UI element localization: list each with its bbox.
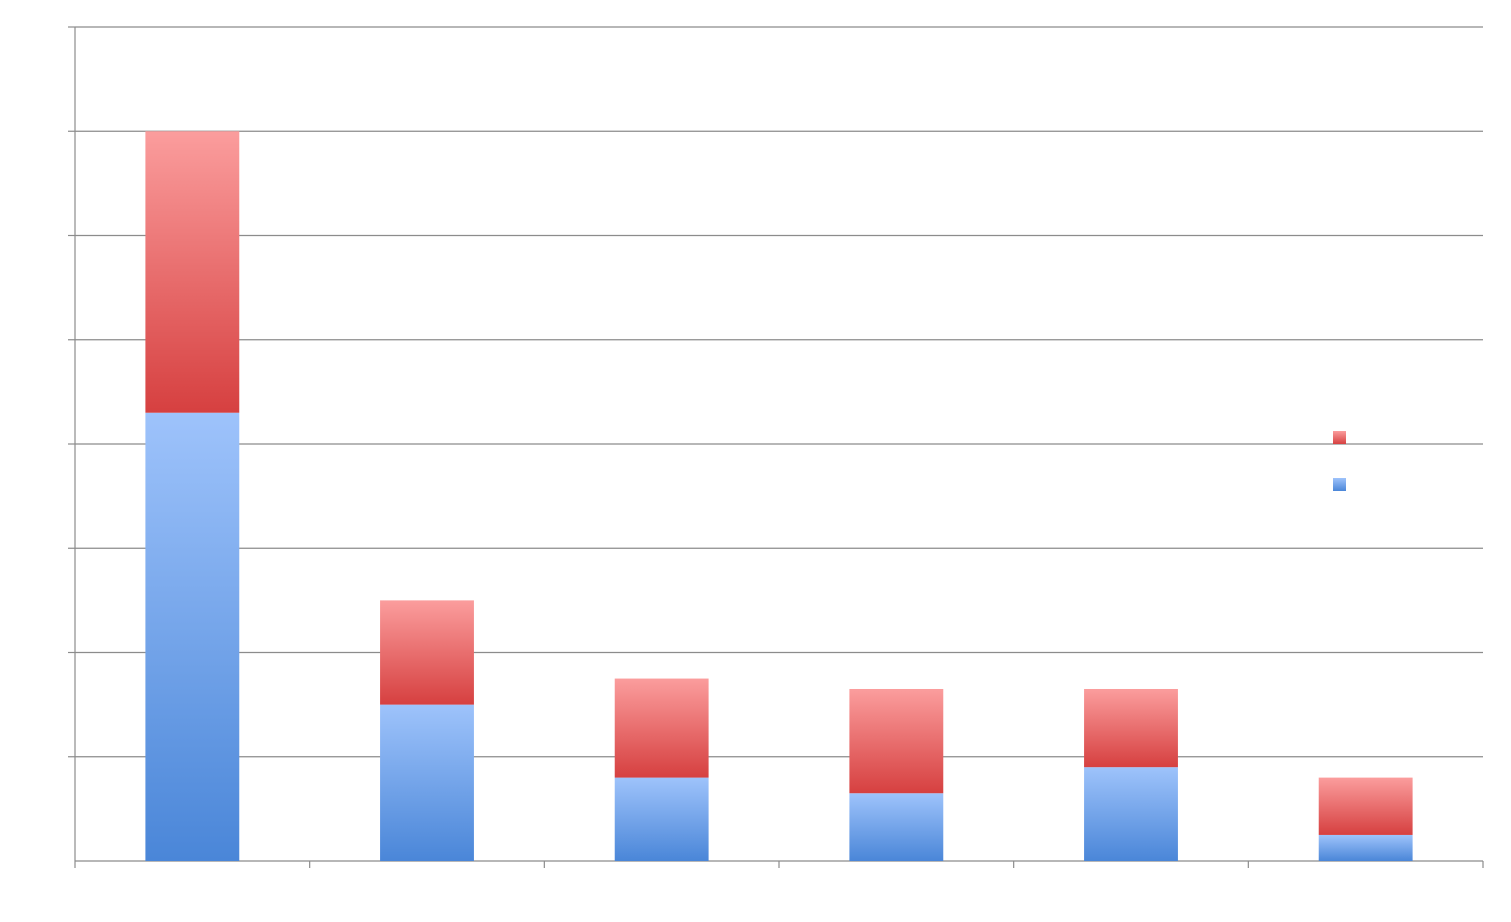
bar-segment-series-1 <box>849 793 944 861</box>
bar-segment-series-2 <box>614 678 709 778</box>
bar-segment-series-1 <box>145 412 240 861</box>
legend <box>1333 431 1346 491</box>
bar-segment-series-2 <box>380 600 474 705</box>
bar-segment-series-2 <box>145 131 240 413</box>
bar-segment-series-2 <box>1318 777 1413 835</box>
bar-segment-series-1 <box>614 777 709 861</box>
bar-segment-series-1 <box>1084 767 1178 861</box>
bar-segment-series-1 <box>1318 834 1413 861</box>
axes <box>68 26 1484 868</box>
bar-segment-series-2 <box>1084 688 1178 768</box>
legend-marker-series-1 <box>1333 478 1346 491</box>
bar-segment-series-1 <box>380 704 474 861</box>
bars <box>145 131 1413 861</box>
legend-marker-series-2 <box>1333 431 1346 444</box>
bar-segment-series-2 <box>849 688 944 794</box>
gridlines <box>75 26 1483 758</box>
